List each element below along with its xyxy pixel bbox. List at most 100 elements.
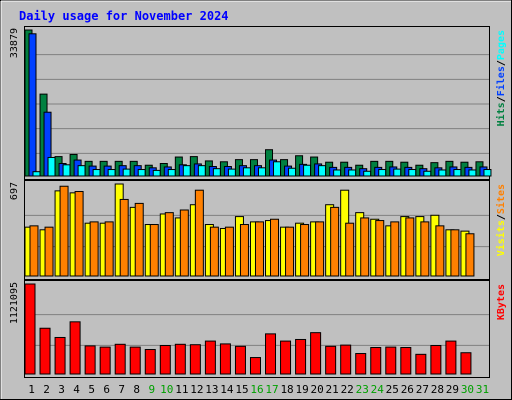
x-tick-label-23: 23: [356, 383, 369, 396]
legend-entry-hits: Hits: [495, 102, 507, 126]
bar-sites-8: [134, 202, 144, 277]
bar-kbytes-6: [99, 346, 111, 375]
bar-pages-20: [318, 165, 327, 177]
bar-sites-13: [209, 226, 219, 277]
bar-kbytes-16: [249, 357, 261, 375]
bar-sites-23: [360, 217, 370, 277]
bar-pages-6: [107, 169, 116, 177]
bar-pages-13: [212, 168, 221, 177]
ymax-label-hits-files-pages: 33879: [9, 28, 20, 58]
bar-sites-21: [330, 206, 340, 277]
legend-separator: /: [496, 60, 507, 66]
bar-sites-11: [179, 209, 189, 277]
legend-hits-files-pages: Hits/Files/Pages: [495, 30, 507, 126]
bar-pages-30: [468, 169, 477, 177]
bar-pages-3: [62, 164, 71, 177]
x-tick-label-11: 11: [175, 383, 188, 396]
x-tick-label-16: 16: [250, 383, 263, 396]
bar-kbytes-2: [39, 327, 51, 375]
bar-kbytes-15: [234, 345, 246, 375]
bar-kbytes-4: [69, 321, 81, 375]
bar-kbytes-17: [265, 333, 277, 375]
bar-sites-30: [465, 233, 475, 277]
bar-pages-23: [363, 170, 372, 177]
bar-sites-16: [254, 221, 264, 277]
ymax-label-visits-sites: 697: [9, 182, 20, 200]
panel-bg-hits-files-pages: [24, 26, 490, 180]
bar-pages-15: [242, 167, 251, 177]
bar-sites-12: [194, 189, 204, 277]
bar-kbytes-19: [295, 338, 307, 375]
bar-kbytes-18: [280, 340, 292, 375]
bar-sites-5: [89, 221, 99, 277]
x-tick-label-18: 18: [280, 383, 293, 396]
bar-sites-26: [405, 217, 415, 277]
x-tick-label-14: 14: [220, 383, 234, 396]
bar-kbytes-7: [114, 343, 126, 375]
bar-pages-2: [47, 156, 56, 177]
bar-kbytes-23: [355, 353, 367, 375]
bar-sites-2: [44, 226, 54, 277]
bar-pages-22: [348, 169, 357, 177]
bar-pages-8: [137, 169, 146, 177]
x-tick-label-6: 6: [103, 383, 110, 396]
bar-kbytes-1: [24, 283, 36, 375]
bar-pages-27: [423, 170, 432, 177]
bar-pages-11: [182, 165, 191, 177]
bar-kbytes-10: [159, 345, 171, 375]
bar-sites-10: [164, 212, 174, 277]
x-tick-label-8: 8: [133, 383, 140, 396]
bar-kbytes-20: [310, 332, 322, 375]
bar-kbytes-12: [189, 344, 201, 375]
bar-sites-6: [104, 221, 114, 277]
x-tick-label-13: 13: [205, 383, 218, 396]
bar-kbytes-24: [370, 347, 382, 375]
legend-separator: /: [496, 96, 507, 102]
bar-pages-21: [333, 169, 342, 177]
bar-sites-14: [224, 226, 234, 277]
x-tick-label-24: 24: [371, 383, 385, 396]
x-tick-label-27: 27: [416, 383, 429, 396]
bar-sites-20: [315, 221, 325, 277]
bar-pages-18: [288, 167, 297, 177]
bar-kbytes-3: [54, 336, 66, 375]
bar-sites-4: [74, 191, 84, 277]
bar-kbytes-25: [385, 346, 397, 375]
legend-entry-kbytes: KBytes: [496, 284, 507, 320]
legend-entry-pages: Pages: [496, 30, 507, 60]
bar-sites-22: [345, 222, 355, 277]
bar-kbytes-8: [129, 346, 141, 375]
x-tick-label-21: 21: [326, 383, 339, 396]
x-tick-label-17: 17: [265, 383, 278, 396]
bar-kbytes-29: [445, 340, 457, 375]
x-tick-label-1: 1: [28, 383, 35, 396]
x-tick-label-29: 29: [446, 383, 459, 396]
bar-sites-27: [420, 221, 430, 277]
bar-sites-24: [375, 220, 385, 277]
bar-pages-10: [167, 169, 176, 177]
legend-entry-visits: Visits: [495, 220, 507, 256]
bar-pages-25: [393, 168, 402, 177]
bar-kbytes-27: [415, 353, 427, 375]
bar-kbytes-22: [340, 344, 352, 375]
bar-pages-5: [92, 169, 101, 177]
x-tick-label-9: 9: [148, 383, 155, 396]
bar-kbytes-21: [325, 345, 337, 375]
bar-sites-1: [29, 225, 39, 277]
x-tick-label-26: 26: [401, 383, 414, 396]
x-tick-label-25: 25: [386, 383, 399, 396]
bar-pages-26: [408, 169, 417, 177]
x-tick-label-2: 2: [43, 383, 50, 396]
legend-entry-files: Files: [495, 66, 507, 96]
x-tick-label-22: 22: [341, 383, 354, 396]
bar-sites-7: [119, 198, 129, 277]
bar-kbytes-11: [174, 343, 186, 375]
bar-pages-4: [77, 165, 86, 177]
x-tick-label-20: 20: [311, 383, 324, 396]
x-tick-label-5: 5: [88, 383, 95, 396]
x-tick-label-4: 4: [73, 383, 80, 396]
bar-sites-9: [149, 224, 159, 277]
legend-kbytes: KBytes: [496, 284, 507, 320]
bar-pages-28: [438, 169, 447, 177]
